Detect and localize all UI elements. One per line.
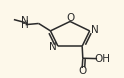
Text: N: N — [49, 41, 57, 52]
Text: N: N — [91, 25, 98, 35]
Text: OH: OH — [94, 54, 110, 64]
Text: O: O — [66, 13, 74, 23]
Text: H: H — [21, 20, 29, 30]
Text: N: N — [21, 16, 29, 26]
Text: O: O — [78, 66, 86, 76]
